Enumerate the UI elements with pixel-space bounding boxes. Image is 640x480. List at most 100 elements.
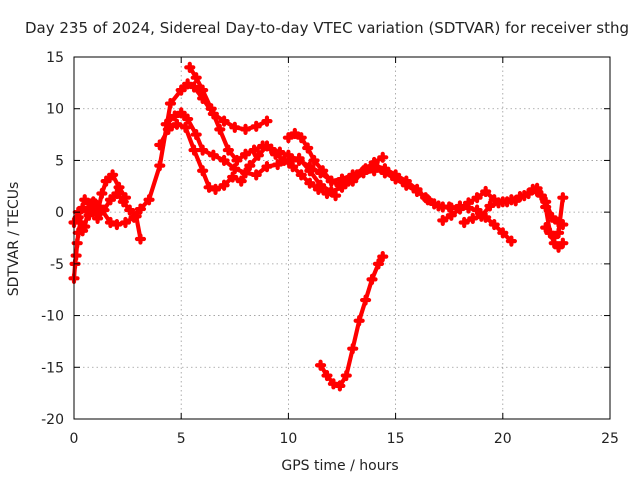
data-point: [124, 204, 136, 216]
data-point: [501, 196, 513, 208]
y-tick-label: -20: [41, 412, 64, 428]
data-point: [71, 237, 83, 249]
data-point: [179, 121, 192, 133]
data-point: [557, 192, 569, 204]
y-tick-label: -5: [50, 257, 64, 273]
data-point: [203, 181, 215, 193]
data-point: [557, 237, 569, 249]
data-point: [308, 154, 320, 167]
data-point: [96, 187, 108, 200]
data-point: [484, 200, 496, 212]
data-point: [420, 192, 432, 204]
data-point: [248, 144, 260, 156]
grid: [74, 57, 610, 419]
data-point: [289, 127, 301, 140]
data-point: [293, 152, 305, 164]
data-point: [79, 194, 91, 206]
data-point: [229, 163, 241, 175]
data-point: [531, 182, 543, 194]
data-point: [190, 72, 202, 84]
data-point: [209, 183, 222, 195]
data-point: [104, 216, 117, 229]
y-tick-label: 10: [46, 102, 64, 118]
y-tick-label: 0: [55, 205, 64, 221]
data-point: [188, 81, 200, 93]
data-point: [197, 165, 209, 177]
data-point: [304, 177, 316, 189]
series-track-11: [72, 187, 147, 245]
data-point: [400, 175, 412, 187]
data-point: [130, 210, 142, 222]
data-point: [278, 154, 290, 167]
x-tick-label: 20: [494, 431, 512, 447]
data-point: [510, 195, 522, 207]
y-tick-label: 15: [46, 50, 64, 66]
data-point: [552, 227, 565, 239]
x-tick-label: 5: [177, 431, 186, 447]
data-point: [437, 201, 449, 213]
data-point: [85, 198, 97, 210]
data-point: [72, 211, 84, 223]
data-point: [327, 378, 340, 390]
data-point: [184, 61, 196, 73]
data-point: [411, 183, 423, 195]
data-point: [336, 173, 348, 185]
data-point: [182, 113, 194, 125]
x-tick-label: 10: [279, 431, 297, 447]
data-point: [462, 197, 475, 209]
data-point: [119, 216, 132, 229]
data-point: [207, 149, 219, 161]
data-point: [197, 144, 209, 156]
data-point: [321, 369, 333, 382]
data-point: [175, 84, 187, 96]
data-point: [471, 192, 483, 204]
x-tick-label: 15: [387, 431, 405, 447]
data-point: [239, 148, 252, 160]
data-point: [471, 204, 483, 216]
data-point: [154, 160, 166, 172]
series-track-9: [540, 192, 569, 243]
series-line: [71, 172, 128, 281]
data-point: [188, 144, 200, 156]
data-point: [467, 212, 479, 224]
data-point: [91, 212, 104, 224]
series-track-8: [458, 182, 569, 253]
data-point: [231, 154, 243, 167]
data-point: [79, 221, 91, 233]
data-point: [334, 179, 346, 191]
data-point: [250, 120, 262, 132]
data-point: [134, 203, 147, 215]
data-point: [351, 169, 363, 181]
data-point: [182, 78, 194, 90]
y-tick-label: -15: [41, 360, 64, 376]
data-point: [171, 118, 183, 130]
data-point: [368, 160, 380, 172]
data-point: [437, 214, 449, 227]
data-point: [480, 185, 492, 198]
data-point: [359, 294, 372, 306]
data-point: [98, 204, 110, 216]
y-tick-label: -10: [41, 309, 64, 325]
data-point: [104, 194, 117, 206]
data-point: [377, 151, 389, 163]
series-line: [157, 122, 338, 198]
data-series: [68, 61, 569, 392]
data-point: [454, 203, 466, 215]
data-point: [535, 189, 547, 202]
data-point: [342, 175, 355, 187]
data-point: [117, 196, 129, 208]
data-point: [347, 343, 359, 355]
data-point: [540, 222, 552, 234]
data-point: [106, 169, 119, 181]
data-point: [222, 144, 234, 156]
data-point: [229, 121, 241, 133]
data-point: [239, 123, 252, 135]
data-point: [111, 218, 123, 231]
data-point: [235, 175, 247, 187]
data-point: [261, 161, 273, 173]
data-point: [162, 123, 174, 135]
data-point: [218, 115, 230, 127]
data-point: [505, 235, 517, 247]
data-point: [175, 107, 187, 119]
